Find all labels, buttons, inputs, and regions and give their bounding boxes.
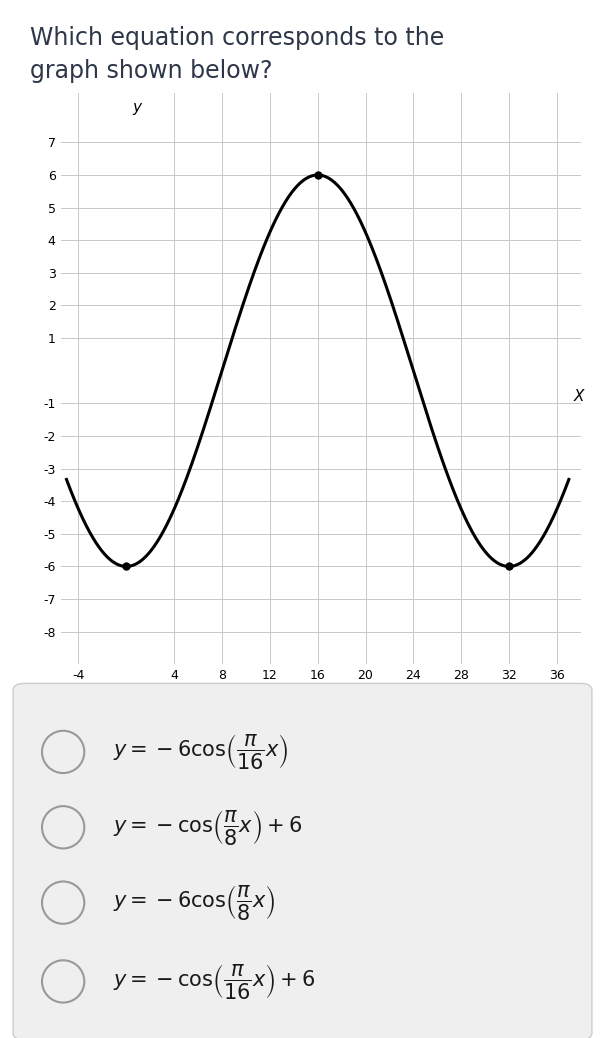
Text: y: y — [132, 100, 141, 115]
Text: $y = -\cos\!\left(\dfrac{\pi}{8}x\right) + 6$: $y = -\cos\!\left(\dfrac{\pi}{8}x\right)… — [113, 808, 302, 847]
Text: $y = -\cos\!\left(\dfrac{\pi}{16}x\right) + 6$: $y = -\cos\!\left(\dfrac{\pi}{16}x\right… — [113, 962, 316, 1001]
Text: $y = -6\cos\!\left(\dfrac{\pi}{8}x\right)$: $y = -6\cos\!\left(\dfrac{\pi}{8}x\right… — [113, 883, 276, 922]
Text: Which equation corresponds to the: Which equation corresponds to the — [30, 26, 445, 50]
FancyBboxPatch shape — [13, 683, 592, 1038]
Text: $y = -6\cos\!\left(\dfrac{\pi}{16}x\right)$: $y = -6\cos\!\left(\dfrac{\pi}{16}x\righ… — [113, 733, 289, 771]
Text: graph shown below?: graph shown below? — [30, 59, 273, 83]
Text: X: X — [573, 388, 584, 404]
